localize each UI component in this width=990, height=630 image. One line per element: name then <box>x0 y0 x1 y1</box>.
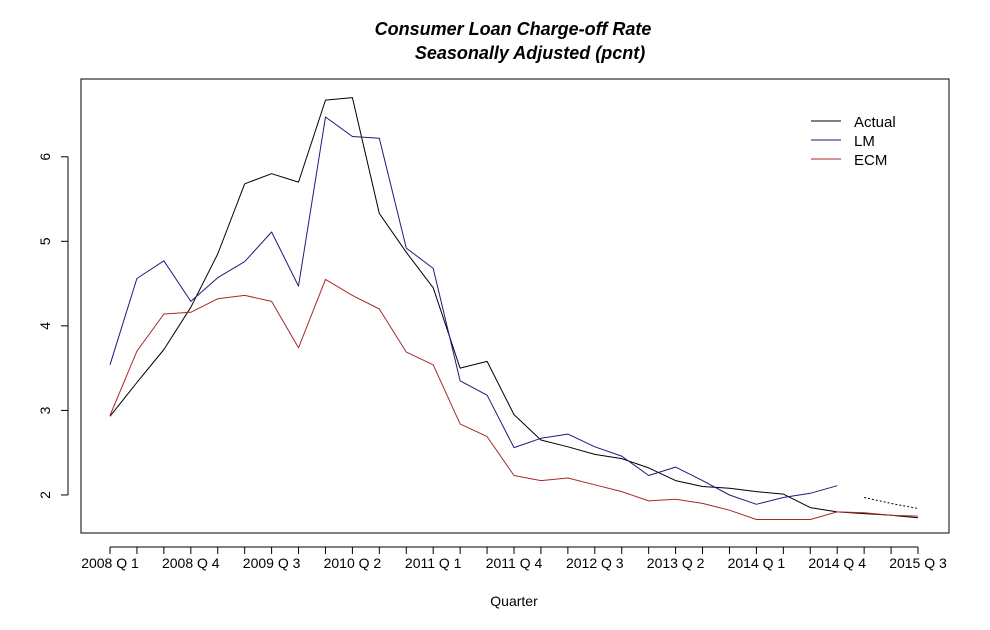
legend-label-ecm: ECM <box>854 152 887 169</box>
legend-label-actual: Actual <box>854 114 896 131</box>
legend-label-lm: LM <box>854 133 875 150</box>
x-tick-label-2015-q-3: 2015 Q 3 <box>889 555 947 571</box>
x-tick-label-2011-q-4: 2011 Q 4 <box>486 555 543 571</box>
x-tick-label-2014-q-1: 2014 Q 1 <box>728 555 786 571</box>
actual-line <box>109 97 919 519</box>
x-tick-label-2008-q-1: 2008 Q 1 <box>81 555 139 571</box>
plot-frame <box>80 78 950 534</box>
x-tick-label-2013-q-2: 2013 Q 2 <box>647 555 705 571</box>
series-3-line <box>863 497 919 509</box>
x-tick-label-2011-q-1: 2011 Q 1 <box>405 555 462 571</box>
y-tick-label-2: 2 <box>37 491 53 499</box>
x-tick-label-2010-q-2: 2010 Q 2 <box>324 555 382 571</box>
y-tick-label-6: 6 <box>37 153 53 161</box>
x-axis-label: Quarter <box>490 593 538 609</box>
y-tick-label-4: 4 <box>37 322 53 330</box>
y-axis: 2 3 4 5 6 <box>37 153 69 499</box>
x-tick-label-2009-q-3: 2009 Q 3 <box>243 555 301 571</box>
legend: Actual LM ECM <box>811 114 896 169</box>
x-tick-label-2014-q-4: 2014 Q 4 <box>808 555 866 571</box>
y-tick-label-5: 5 <box>37 237 53 245</box>
chart-title: Consumer Loan Charge-off Rate <box>375 19 652 39</box>
lm-line <box>109 116 838 505</box>
series-layer <box>109 97 919 520</box>
x-axis: 2008 Q 1 2008 Q 4 2009 Q 3 2010 Q 2 2011 Q 1… <box>81 546 947 571</box>
x-tick-label-2008-q-4: 2008 Q 4 <box>162 555 220 571</box>
chart-subtitle: Seasonally Adjusted (pcnt) <box>415 43 645 63</box>
ecm-line <box>109 278 919 520</box>
x-tick-label-2012-q-3: 2012 Q 3 <box>566 555 624 571</box>
y-tick-label-3: 3 <box>37 406 53 414</box>
